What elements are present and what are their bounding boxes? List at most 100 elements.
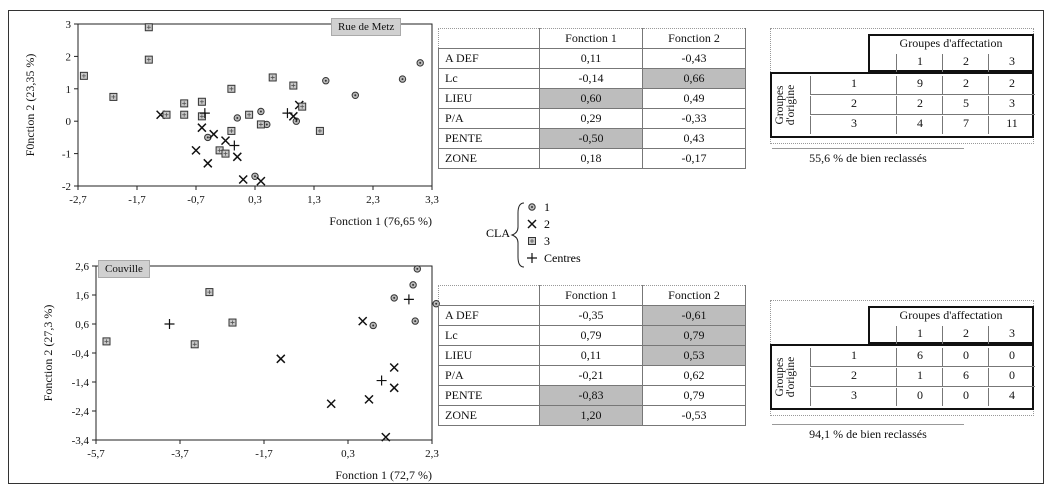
data-point-x: [276, 354, 286, 364]
data-point-plus: [229, 140, 240, 151]
y-tick-label: -1,4: [72, 377, 90, 389]
affectation-column-label: 1: [896, 54, 943, 72]
data-point-x: [358, 316, 368, 326]
y-tick-label: -3,4: [72, 435, 90, 447]
data-point-box: [256, 120, 265, 129]
data-point-x: [191, 145, 201, 155]
x-tick-label: 3,3: [425, 194, 439, 206]
classification-table-couville: Groupes d'affectation 1 2 3 Groupes d'origin…: [770, 300, 1035, 416]
fonction-2-value: 0,79: [642, 385, 746, 406]
fonction-1-value: 0,29: [539, 108, 643, 129]
affectation-header: [868, 34, 1034, 72]
classification-body: [770, 72, 1034, 138]
classification-count: 0: [942, 348, 989, 367]
data-point-circle: [411, 317, 419, 325]
data-point-box: [190, 340, 199, 349]
classification-count: 11: [988, 116, 1035, 134]
data-point-box: [245, 110, 254, 119]
origine-row-label: 3: [810, 116, 897, 134]
variable-name: A DEF: [438, 48, 540, 69]
data-point-box: [227, 84, 236, 93]
x-tick-label: -3,7: [171, 448, 189, 460]
plot-area: [77, 23, 433, 187]
y-tick-label: 2: [66, 51, 72, 63]
x-tick-label: 1,3: [307, 194, 321, 206]
data-point-box: [144, 23, 153, 32]
fonction-1-value: 0,11: [539, 345, 643, 366]
variable-name: Lc: [438, 68, 540, 89]
data-point-box: [102, 337, 111, 346]
classification-count: 0: [942, 388, 989, 406]
fonction-2-value: 0,62: [642, 365, 746, 386]
coef-row: PENTE -0,50 0,43: [438, 128, 746, 149]
coef-row: A DEF -0,35 -0,61: [438, 305, 746, 326]
x-tick-label: 0,3: [341, 448, 355, 460]
fonction-2-value: -0,33: [642, 108, 746, 129]
data-point-circle: [351, 91, 359, 99]
fonction-2-value: 0,43: [642, 128, 746, 149]
fonction-2-value: 0,53: [642, 345, 746, 366]
data-point-plus: [199, 108, 210, 119]
classification-count: 1: [896, 368, 943, 387]
fonction-2-value: 0,66: [642, 68, 746, 89]
data-point-plus: [164, 319, 175, 329]
classification-count: 6: [896, 348, 943, 367]
data-point-x: [389, 362, 399, 373]
legend-marker-box: [528, 237, 536, 245]
origine-row-label: 1: [810, 348, 897, 367]
data-point-circle: [398, 75, 407, 83]
fonction-2-value: -0,17: [642, 148, 746, 169]
origine-row-label: 2: [810, 96, 897, 115]
data-point-circle: [432, 300, 440, 308]
classification-table-rue-de-metz: Groupes d'affectation 1 2 3 Groupes d'origin…: [770, 28, 1035, 144]
chart-label-couville: Couville: [98, 260, 150, 278]
variable-name: PENTE: [438, 385, 540, 406]
affectation-header-label: Groupes d'affectation: [899, 308, 1003, 322]
data-point-box: [197, 97, 206, 106]
variable-name: LIEU: [438, 345, 540, 366]
classification-count: 2: [896, 96, 943, 115]
data-point-x: [209, 129, 219, 139]
data-point-box: [221, 149, 230, 158]
data-point-x: [220, 136, 231, 146]
fonction-1-value: 0,79: [539, 325, 643, 346]
origine-row-label: 2: [810, 368, 897, 387]
affectation-column-label: 3: [988, 326, 1035, 344]
data-point-box: [180, 110, 189, 119]
coef-row: LIEU 0,60 0,49: [438, 88, 746, 109]
data-point-box: [315, 126, 324, 135]
classification-count: 0: [988, 368, 1035, 387]
affectation-header-label: Groupes d'affectation: [899, 36, 1003, 50]
x-axis-label: Fonction 1 (72,7 %): [335, 468, 432, 482]
x-tick-label: 2,3: [366, 194, 380, 206]
legend-label: 3: [544, 234, 550, 248]
classification-count: 7: [942, 116, 989, 134]
classification-count: 4: [988, 388, 1035, 406]
variable-name: A DEF: [438, 305, 540, 326]
coef-row: Lc 0,79 0,79: [438, 325, 746, 346]
x-tick-label: -2,7: [69, 194, 87, 206]
x-tick-label: -1,7: [128, 194, 146, 206]
fonction-2-value: -0,53: [642, 405, 746, 426]
data-point-box: [227, 126, 236, 135]
variable-name: P/A: [438, 108, 540, 129]
y-tick-label: 0: [66, 116, 72, 128]
data-point-x: [238, 174, 248, 185]
data-point-box: [298, 102, 307, 111]
variable-name: ZONE: [438, 405, 540, 426]
data-point-circle: [257, 107, 265, 116]
data-point-circle: [322, 77, 330, 85]
scatter-plot-couville: 2,6 1,6 0,6 -0,4 -1,4 -2,4 -3,4-5,7 -3,7 -1,7 0,3…: [41, 261, 440, 482]
data-point-circle: [409, 281, 417, 289]
coef-header-row: Fonction 1 Fonction 2: [438, 285, 746, 306]
legend-label: 2: [544, 217, 550, 231]
fonction-1-value: -0,50: [539, 128, 643, 149]
fonction-1-value: -0,21: [539, 365, 643, 386]
classification-count: 6: [942, 368, 989, 387]
origine-row-header: Groupes d'origine: [774, 84, 797, 126]
plot-area: [95, 265, 433, 441]
y-axis-label: Fonction 2 (27,3 %): [41, 305, 55, 402]
coef-row: PENTE -0,83 0,79: [438, 385, 746, 406]
fonction-1-value: -0,14: [539, 68, 643, 89]
fonction-1-value: -0,83: [539, 385, 643, 406]
